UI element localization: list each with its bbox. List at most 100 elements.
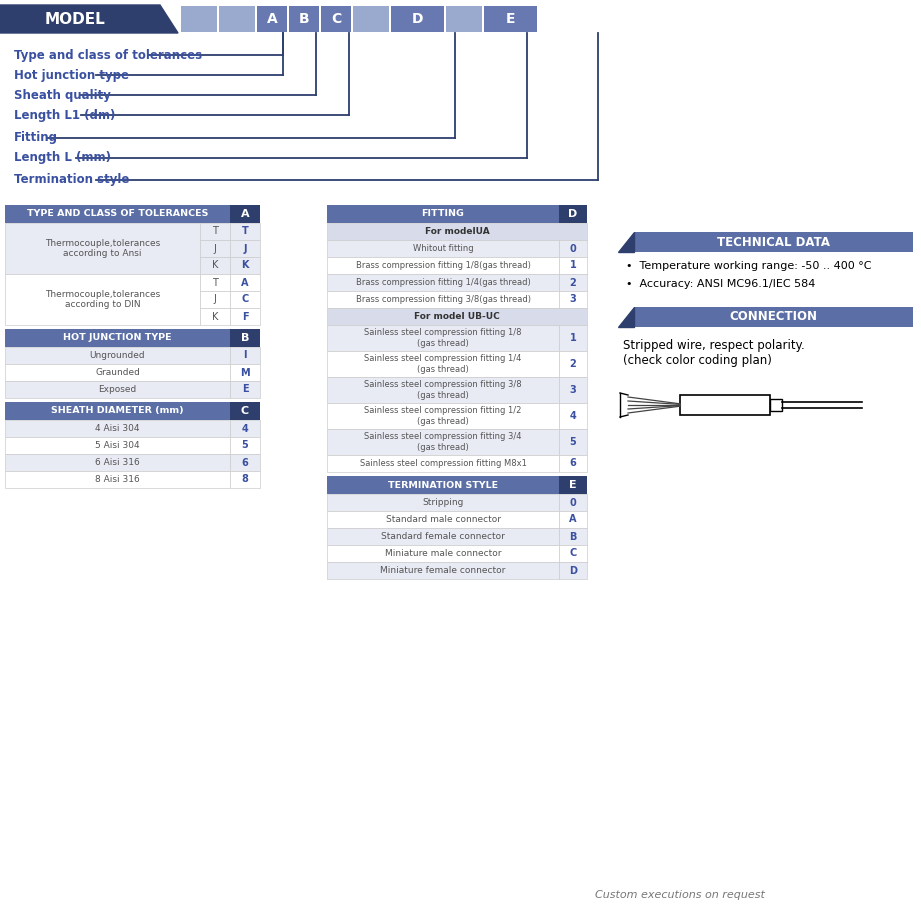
Text: 2: 2 [569, 277, 577, 287]
Text: M: M [240, 368, 250, 378]
Text: 1: 1 [569, 333, 577, 343]
Text: For modelUA: For modelUA [425, 227, 489, 236]
Bar [327, 274, 559, 291]
Text: I: I [243, 350, 247, 360]
Bar [559, 511, 587, 528]
Text: B: B [240, 333, 250, 343]
Bar [200, 223, 230, 240]
Text: 4: 4 [241, 423, 249, 433]
Bar [559, 205, 587, 223]
Text: •  Accuracy: ANSI MC96.1/IEC 584: • Accuracy: ANSI MC96.1/IEC 584 [626, 279, 815, 289]
Text: E: E [241, 384, 249, 395]
Bar [484, 6, 537, 32]
Text: 6: 6 [241, 457, 249, 468]
Bar [327, 476, 559, 494]
Text: E: E [569, 480, 577, 490]
Text: Miniature male connector: Miniature male connector [385, 549, 501, 558]
Bar [230, 257, 260, 274]
Text: K: K [212, 261, 218, 271]
Bar [200, 240, 230, 257]
Text: 3: 3 [569, 295, 577, 305]
Text: C: C [241, 295, 249, 305]
Text: 5: 5 [569, 437, 577, 447]
Text: •  Temperature working range: -50 .. 400 °C: • Temperature working range: -50 .. 400 … [626, 261, 871, 271]
Text: 5: 5 [241, 441, 249, 451]
Text: Brass compression fitting 3/8(gas thread): Brass compression fitting 3/8(gas thread… [356, 295, 530, 304]
Bar [230, 329, 260, 347]
Text: 0: 0 [569, 497, 577, 507]
Bar [327, 528, 559, 545]
Bar [5, 223, 200, 274]
Bar [559, 351, 587, 377]
Text: K: K [241, 261, 249, 271]
Bar [327, 494, 559, 511]
Bar [559, 291, 587, 308]
Text: Sainless steel compression fitting 3/4
(gas thread): Sainless steel compression fitting 3/4 (… [364, 432, 522, 452]
Bar [327, 308, 587, 325]
Bar [559, 240, 587, 257]
Text: T: T [212, 277, 218, 287]
Bar [327, 291, 559, 308]
Bar [391, 6, 444, 32]
Bar [559, 257, 587, 274]
Bar [559, 377, 587, 403]
Text: 0: 0 [569, 244, 577, 253]
Text: Graunded: Graunded [95, 368, 140, 377]
Text: TECHNICAL DATA: TECHNICAL DATA [717, 236, 830, 249]
Bar [327, 223, 587, 240]
Text: Miniature female connector: Miniature female connector [380, 566, 506, 575]
Text: T: T [241, 226, 249, 237]
Bar [5, 364, 230, 381]
Text: HOT JUNCTION TYPE: HOT JUNCTION TYPE [64, 334, 172, 343]
Text: 2: 2 [569, 359, 577, 369]
Text: 4: 4 [569, 411, 577, 421]
Bar [327, 429, 559, 455]
Bar [559, 429, 587, 455]
Bar [327, 511, 559, 528]
Text: Standard female connector: Standard female connector [381, 532, 505, 541]
Bar [230, 223, 260, 240]
Text: B: B [298, 12, 309, 26]
Text: SHEATH DIAMETER (mm): SHEATH DIAMETER (mm) [52, 407, 184, 416]
Bar [230, 291, 260, 308]
Bar [327, 325, 559, 351]
Bar [5, 381, 230, 398]
Bar [230, 437, 260, 454]
Text: Sainless steel compression fitting 3/8
(gas thread): Sainless steel compression fitting 3/8 (… [364, 381, 522, 400]
Bar [230, 420, 260, 437]
Bar [327, 562, 559, 579]
Text: Thermocouple,tolerances
according to DIN: Thermocouple,tolerances according to DIN [45, 290, 160, 310]
Text: Brass compression fitting 1/8(gas thread): Brass compression fitting 1/8(gas thread… [356, 261, 530, 270]
Bar [559, 545, 587, 562]
Text: Standard male connector: Standard male connector [386, 515, 500, 524]
Bar [770, 399, 782, 411]
Text: E: E [506, 12, 515, 26]
Polygon shape [618, 232, 634, 252]
Bar [200, 308, 230, 325]
Bar [327, 455, 559, 472]
Bar [5, 402, 230, 420]
Text: K: K [212, 311, 218, 322]
Text: Sainless steel compression fitting M8x1: Sainless steel compression fitting M8x1 [359, 459, 527, 468]
Bar [327, 377, 559, 403]
Text: Ungrounded: Ungrounded [89, 351, 146, 360]
Text: Termination style: Termination style [14, 174, 129, 187]
Text: A: A [241, 277, 249, 287]
Text: 6 Aisi 316: 6 Aisi 316 [95, 458, 140, 467]
Bar [230, 240, 260, 257]
Bar [327, 403, 559, 429]
Bar [559, 528, 587, 545]
Text: For model UB-UC: For model UB-UC [414, 312, 500, 321]
Text: FITTING: FITTING [422, 210, 464, 218]
Bar [634, 307, 913, 327]
Text: Type and class of tolerances: Type and class of tolerances [14, 48, 202, 62]
Text: Sheath quality: Sheath quality [14, 89, 111, 102]
Text: C: C [569, 549, 577, 558]
Bar [5, 274, 200, 325]
Text: Sainless steel compression fitting 1/2
(gas thread): Sainless steel compression fitting 1/2 (… [365, 407, 521, 426]
Text: C: C [331, 12, 341, 26]
Bar [289, 6, 319, 32]
Text: Fitting: Fitting [14, 131, 58, 144]
Bar [5, 329, 230, 347]
Bar [230, 471, 260, 488]
